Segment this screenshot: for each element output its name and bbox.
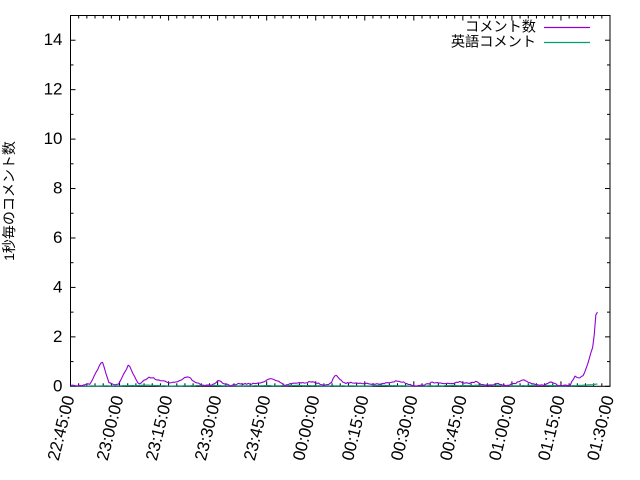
svg-text:0: 0	[53, 376, 62, 395]
svg-text:12: 12	[44, 80, 63, 99]
svg-text:14: 14	[44, 30, 63, 49]
svg-text:6: 6	[53, 228, 62, 247]
svg-text:コメント数: コメント数	[465, 20, 536, 36]
svg-text:2: 2	[53, 327, 62, 346]
svg-text:8: 8	[53, 179, 62, 198]
svg-text:4: 4	[53, 277, 62, 296]
svg-text:英語コメント: 英語コメント	[451, 34, 536, 51]
svg-text:1秒毎のコメント数: 1秒毎のコメント数	[1, 141, 17, 261]
svg-text:10: 10	[44, 129, 63, 148]
